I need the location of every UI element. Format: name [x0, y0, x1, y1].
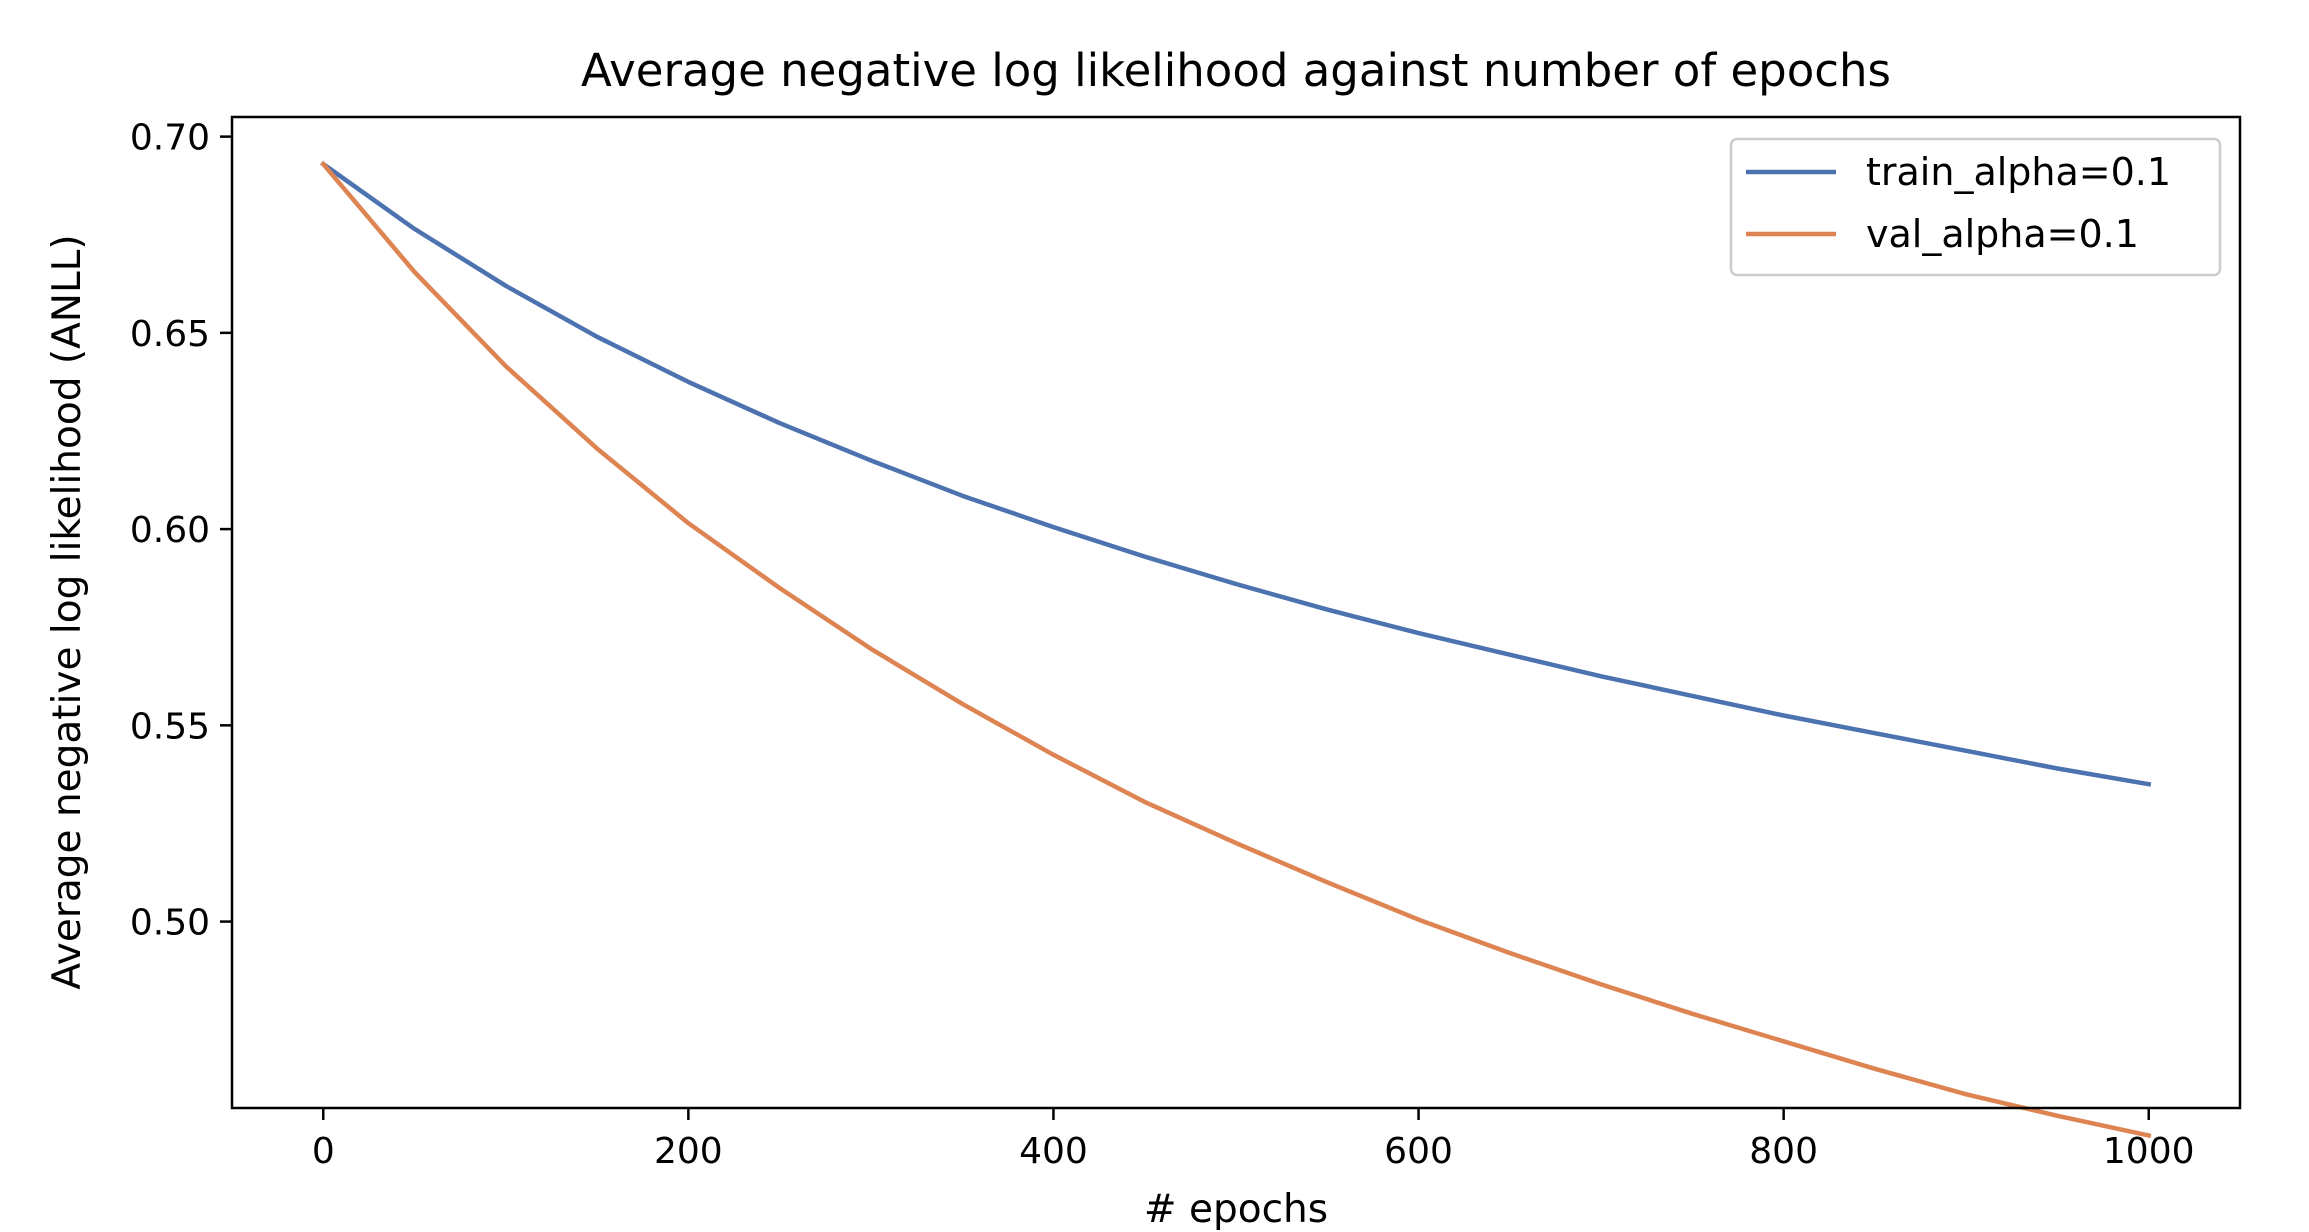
x-tick-label: 600	[1384, 1131, 1453, 1172]
x-axis: 0 200 400 600 800 1000	[312, 1108, 2195, 1172]
x-tick-label: 200	[654, 1131, 723, 1172]
legend: train_alpha=0.1 val_alpha=0.1	[1729, 137, 2222, 277]
legend-label-train: train_alpha=0.1	[1866, 150, 2171, 194]
x-axis-label: # epochs	[1144, 1187, 1328, 1232]
chart-title: Average negative log likelihood against …	[581, 44, 1891, 97]
y-tick-label: 0.60	[130, 510, 210, 551]
x-tick-label: 0	[312, 1131, 335, 1172]
series-layer	[320, 160, 2152, 1139]
y-axis: 0.50 0.55 0.60 0.65 0.70	[130, 118, 232, 944]
series-line-0	[320, 160, 2152, 787]
legend-box	[1729, 137, 2222, 277]
y-tick-label: 0.55	[130, 706, 210, 747]
y-tick-label: 0.50	[130, 903, 210, 944]
y-axis-label: Average negative log likelihood (ANLL)	[45, 234, 90, 989]
x-tick-label: 400	[1019, 1131, 1088, 1172]
series-line-1	[320, 160, 2152, 1139]
plot-frame	[230, 115, 2242, 1110]
y-tick-label: 0.65	[130, 314, 210, 355]
x-tick-label: 800	[1749, 1131, 1818, 1172]
legend-label-val: val_alpha=0.1	[1866, 212, 2139, 256]
x-tick-label: 1000	[2103, 1131, 2195, 1172]
y-tick-label: 0.70	[130, 118, 210, 159]
